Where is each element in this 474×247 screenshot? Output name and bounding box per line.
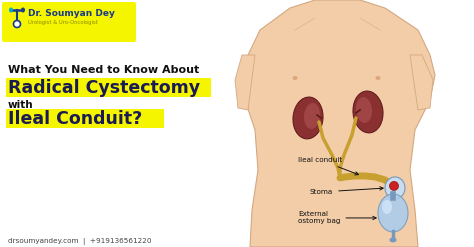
Ellipse shape [356, 97, 372, 123]
Text: Ileal conduit: Ileal conduit [298, 157, 358, 175]
Ellipse shape [21, 7, 25, 13]
Polygon shape [242, 0, 435, 247]
FancyBboxPatch shape [2, 2, 136, 42]
Text: Stoma: Stoma [310, 187, 383, 195]
Ellipse shape [353, 91, 383, 133]
Text: Radical Cystectomy: Radical Cystectomy [8, 79, 200, 97]
FancyBboxPatch shape [6, 78, 211, 97]
Text: What You Need to Know About: What You Need to Know About [8, 65, 199, 75]
Ellipse shape [375, 76, 381, 80]
Ellipse shape [9, 7, 13, 13]
Text: drsoumyandey.com  |  +919136561220: drsoumyandey.com | +919136561220 [8, 238, 152, 245]
Polygon shape [235, 55, 255, 110]
Ellipse shape [382, 200, 392, 214]
Text: Dr. Soumyan Dey: Dr. Soumyan Dey [28, 9, 115, 18]
Ellipse shape [390, 182, 399, 190]
Ellipse shape [292, 76, 298, 80]
Ellipse shape [390, 237, 396, 243]
Ellipse shape [13, 21, 20, 27]
Text: Urologist & Uro-Oncologist: Urologist & Uro-Oncologist [28, 20, 98, 25]
Ellipse shape [304, 103, 320, 129]
Text: External
ostomy bag: External ostomy bag [298, 211, 376, 225]
Ellipse shape [293, 97, 323, 139]
Text: Ileal Conduit?: Ileal Conduit? [8, 110, 142, 128]
Ellipse shape [385, 177, 405, 199]
Ellipse shape [378, 194, 408, 232]
Text: with: with [8, 100, 34, 110]
Polygon shape [410, 55, 433, 110]
FancyBboxPatch shape [6, 109, 164, 128]
